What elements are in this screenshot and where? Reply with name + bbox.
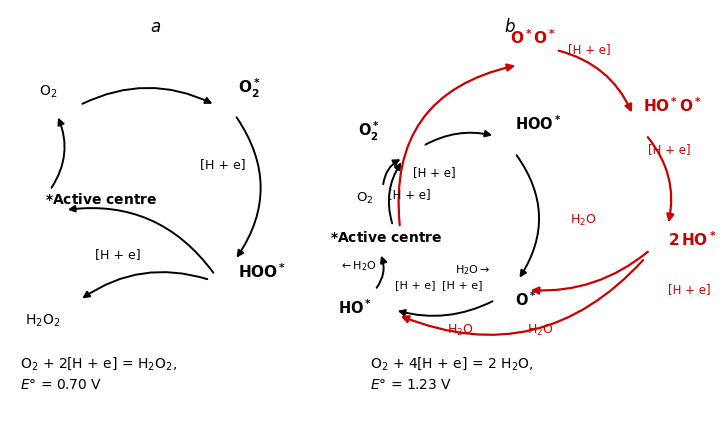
Text: $\leftarrow$H$_2$O: $\leftarrow$H$_2$O xyxy=(340,259,377,273)
Text: [H + e]: [H + e] xyxy=(413,166,455,179)
Text: [H + e]: [H + e] xyxy=(442,280,482,290)
Text: $\mathbf{HOO^*}$: $\mathbf{HOO^*}$ xyxy=(238,263,286,281)
Text: H$_2$O$\rightarrow$: H$_2$O$\rightarrow$ xyxy=(455,263,490,277)
Text: [H + e]: [H + e] xyxy=(200,158,245,172)
Text: $E$° = 1.23 V: $E$° = 1.23 V xyxy=(370,378,452,392)
Text: H$_2$O: H$_2$O xyxy=(570,213,597,227)
Text: $\mathbf{O^*O^*}$: $\mathbf{O^*O^*}$ xyxy=(510,28,556,47)
Text: [H + e]: [H + e] xyxy=(395,280,436,290)
Text: $\mathbf{HOO^*}$: $\mathbf{HOO^*}$ xyxy=(515,114,561,133)
Text: O$_2$ + 2[H + e] = H$_2$O$_2$,: O$_2$ + 2[H + e] = H$_2$O$_2$, xyxy=(20,355,177,372)
Text: H$_2$O: H$_2$O xyxy=(447,322,473,337)
Text: O$_2$: O$_2$ xyxy=(38,83,57,100)
Text: $\mathbf{O_2^*}$: $\mathbf{O_2^*}$ xyxy=(358,120,380,143)
Text: O$_2$ + 4[H + e] = 2 H$_2$O,: O$_2$ + 4[H + e] = 2 H$_2$O, xyxy=(370,355,534,372)
Text: b: b xyxy=(505,18,515,36)
Text: $\mathbf{HO^*}$: $\mathbf{HO^*}$ xyxy=(338,299,372,317)
Text: $\mathbf{O^*}$: $\mathbf{O^*}$ xyxy=(515,291,536,309)
Text: H$_2$O$_2$: H$_2$O$_2$ xyxy=(25,313,60,329)
Text: $\mathbf{*Active\ centre}$: $\mathbf{*Active\ centre}$ xyxy=(45,193,157,207)
Text: a: a xyxy=(150,18,160,36)
Text: $\mathbf{*Active\ centre}$: $\mathbf{*Active\ centre}$ xyxy=(330,230,442,245)
Text: H$_2$O: H$_2$O xyxy=(527,322,553,337)
Text: $\mathbf{O_2^*}$: $\mathbf{O_2^*}$ xyxy=(238,77,261,100)
Text: $\mathbf{HO^*O^*}$: $\mathbf{HO^*O^*}$ xyxy=(643,96,702,115)
Text: [H + e]: [H + e] xyxy=(568,43,610,57)
Text: [H + e]: [H + e] xyxy=(668,283,711,296)
Text: O$_2$: O$_2$ xyxy=(355,190,373,206)
Text: [H + e]: [H + e] xyxy=(95,248,140,262)
Text: $\mathbf{2\,HO^*}$: $\mathbf{2\,HO^*}$ xyxy=(668,230,717,249)
Text: [H + e]: [H + e] xyxy=(648,144,691,156)
Text: [H + e]: [H + e] xyxy=(388,188,431,201)
Text: $E$° = 0.70 V: $E$° = 0.70 V xyxy=(20,378,101,392)
